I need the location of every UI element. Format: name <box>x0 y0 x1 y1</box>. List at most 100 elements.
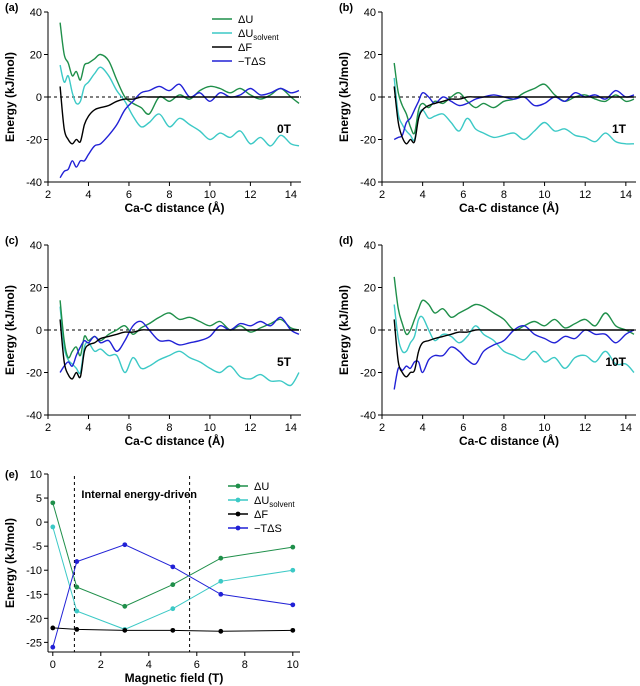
series-line-dUsolvent <box>393 304 635 373</box>
x-axis-label: Magnetic field (T) <box>125 671 224 685</box>
legend-label-base: ΔF <box>238 42 252 54</box>
x-tick-label: 12 <box>579 422 591 434</box>
y-tick-label: 0 <box>36 325 42 337</box>
data-point-dU <box>50 500 56 506</box>
y-tick-label: 0 <box>36 92 42 104</box>
x-tick-label: 2 <box>45 422 51 434</box>
x-tick-label: 12 <box>244 189 256 201</box>
x-tick-label: 14 <box>620 422 632 434</box>
series-line-dU <box>393 276 635 336</box>
field-label: 1T <box>612 122 627 136</box>
series-line-dF <box>393 86 634 145</box>
x-axis-label: Ca-C distance (Å) <box>124 200 224 215</box>
y-tick-label: 20 <box>30 50 42 62</box>
x-tick-label: 6 <box>194 659 200 671</box>
legend-label-TdS: −TΔS <box>238 56 266 68</box>
data-point-dF <box>122 627 128 633</box>
data-point-dUsolvent <box>290 567 296 573</box>
y-tick-label: 20 <box>364 283 376 295</box>
panel-d: (d) 40 20 0 -20 -402 4 6 8 10 12 14 Ca-C distance (Å… <box>337 235 636 448</box>
x-tick-label: 14 <box>285 189 297 201</box>
y-tick-label: -40 <box>26 177 42 189</box>
x-axis-label: Ca-C distance (Å) <box>459 200 559 215</box>
x-tick-label: 14 <box>620 189 632 201</box>
data-point-TdS <box>122 542 128 548</box>
series-line-TdS <box>59 316 300 373</box>
y-tick-label: 40 <box>364 240 376 252</box>
x-tick-label: 6 <box>460 422 466 434</box>
series-line-dF <box>59 319 299 380</box>
data-point-TdS <box>290 602 296 608</box>
y-tick-label: -20 <box>360 135 376 147</box>
legend-marker-dU <box>235 483 241 489</box>
data-point-TdS <box>170 564 176 570</box>
legend-label-dUsolvent: ΔUsolvent <box>254 495 295 509</box>
data-point-TdS <box>218 591 224 597</box>
legend-marker-dF <box>235 511 241 517</box>
series-line-TdS <box>59 83 300 179</box>
series-line-dF <box>393 319 634 378</box>
x-axis-label: Ca-C distance (Å) <box>124 433 224 448</box>
x-tick-label: 10 <box>204 189 216 201</box>
legend-label-dU: ΔU <box>254 481 269 493</box>
legend-marker-dUsolvent <box>235 497 241 503</box>
field-label: 5T <box>277 355 292 369</box>
data-point-dUsolvent <box>170 606 176 612</box>
legend-label-subscript: solvent <box>253 33 279 42</box>
x-tick-label: 12 <box>244 422 256 434</box>
y-tick-label: -40 <box>26 410 42 422</box>
panel-label: (b) <box>339 2 353 14</box>
series-line-dU <box>59 300 300 359</box>
x-tick-label: 2 <box>379 189 385 201</box>
y-tick-label: 5 <box>36 493 42 505</box>
field-label: 0T <box>277 122 292 136</box>
x-tick-label: 8 <box>166 189 172 201</box>
x-tick-label: 6 <box>460 189 466 201</box>
x-tick-label: 10 <box>538 422 550 434</box>
x-tick-label: 12 <box>579 189 591 201</box>
data-point-dF <box>218 628 224 634</box>
legend-label-dF: ΔF <box>238 42 252 54</box>
y-tick-label: -20 <box>26 135 42 147</box>
series-line-dU <box>393 62 635 135</box>
legend-label-dUsolvent: ΔUsolvent <box>238 28 279 42</box>
y-tick-label: 20 <box>30 283 42 295</box>
data-point-dUsolvent <box>218 578 224 584</box>
data-point-dU <box>218 555 224 561</box>
y-tick-label: -40 <box>360 177 376 189</box>
legend-label-dU: ΔU <box>238 14 253 26</box>
y-tick-label: -5 <box>32 541 42 553</box>
y-axis-label: Energy (kJ/mol) <box>337 285 351 375</box>
x-tick-label: 2 <box>379 422 385 434</box>
y-tick-label: -20 <box>26 613 42 625</box>
x-tick-label: 10 <box>204 422 216 434</box>
x-tick-label: 4 <box>146 659 152 671</box>
y-tick-label: -20 <box>360 368 376 380</box>
data-point-dU <box>122 603 128 609</box>
x-axis-label: Ca-C distance (Å) <box>459 433 559 448</box>
legend-label-base: ΔU <box>238 28 253 40</box>
y-tick-label: -15 <box>26 589 42 601</box>
series-line-TdS <box>393 324 635 390</box>
panel-a: (a) 40 20 0 -20 -402 4 6 8 10 12 14 Ca-C distance (Å… <box>3 2 301 215</box>
y-tick-label: 0 <box>370 92 376 104</box>
legend-label-base: −TΔS <box>254 523 282 535</box>
legend-label-dF: ΔF <box>254 509 268 521</box>
panel-label: (a) <box>5 2 19 14</box>
data-point-TdS <box>50 644 56 650</box>
x-tick-label: 8 <box>501 189 507 201</box>
data-point-dUsolvent <box>50 524 56 530</box>
y-tick-label: 40 <box>30 240 42 252</box>
data-point-dU <box>74 584 80 590</box>
data-point-dF <box>50 625 56 631</box>
x-tick-label: 8 <box>166 422 172 434</box>
series-line-dUsolvent <box>59 64 300 147</box>
legend-marker-TdS <box>235 525 241 531</box>
y-axis-label: Energy (kJ/mol) <box>3 285 17 375</box>
series-line-dF <box>52 627 293 632</box>
x-tick-label: 6 <box>126 189 132 201</box>
field-label: 10T <box>605 355 626 369</box>
